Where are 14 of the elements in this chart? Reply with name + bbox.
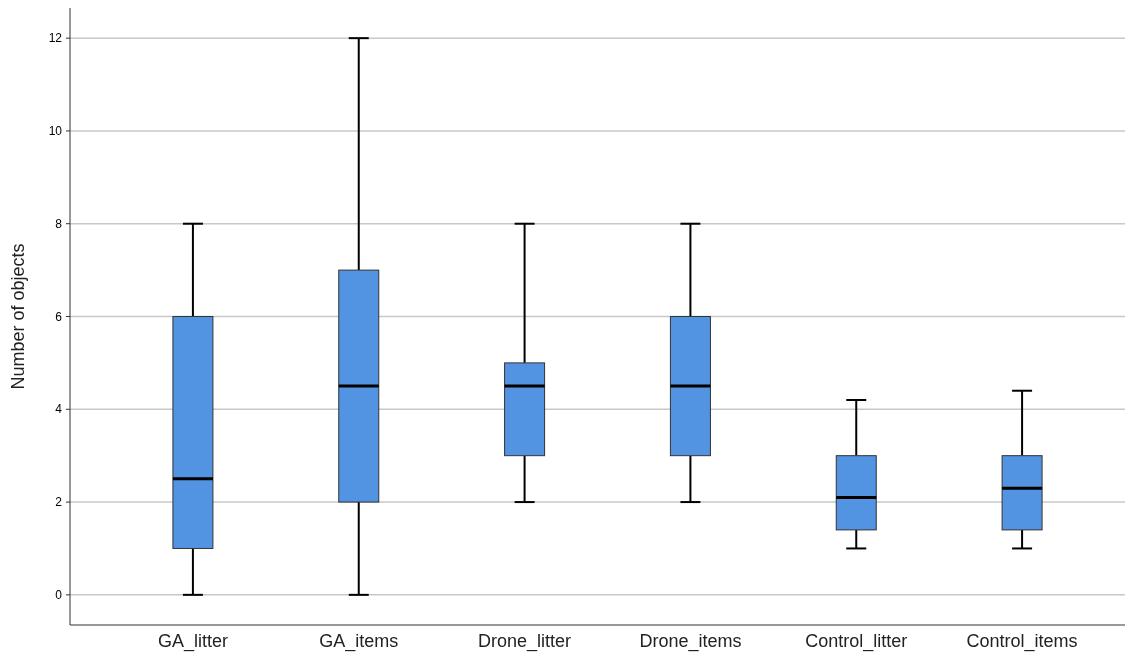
y-tick-label: 12	[48, 31, 63, 46]
y-tick-label: 10	[48, 124, 63, 139]
y-tick-label: 8	[55, 216, 63, 231]
y-tick-label: 4	[55, 402, 63, 417]
x-tick-label: GA_items	[319, 631, 399, 652]
y-axis-title: Number of objects	[8, 243, 28, 390]
x-tick-label: Drone_items	[639, 631, 742, 652]
x-tick-label: Drone_litter	[478, 631, 572, 652]
y-tick-label: 0	[55, 588, 63, 603]
x-tick-label: GA_litter	[157, 631, 228, 652]
y-tick-label: 6	[55, 309, 63, 324]
y-tick-label: 2	[55, 495, 63, 510]
x-tick-label: Control_litter	[805, 631, 908, 652]
x-tick-label: Control_items	[966, 631, 1078, 652]
